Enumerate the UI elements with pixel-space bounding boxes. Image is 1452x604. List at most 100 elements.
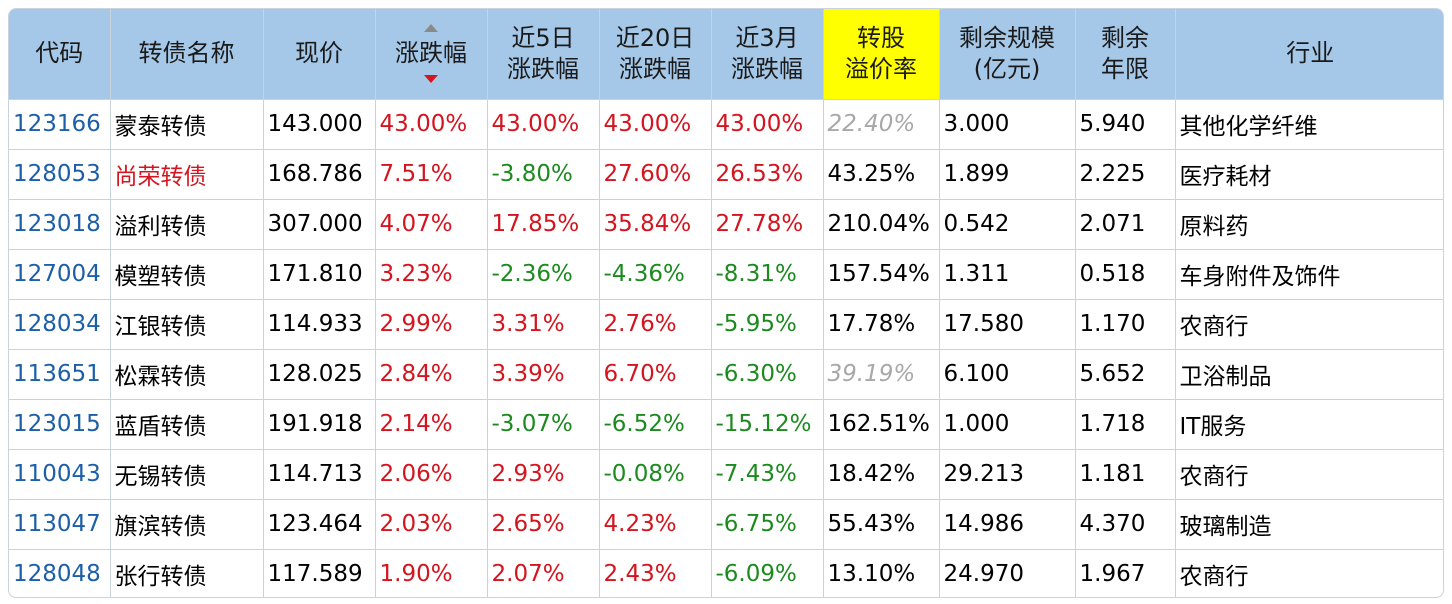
bond-name[interactable]: 蒙泰转债 bbox=[109, 98, 264, 150]
years-cell: 1.181 bbox=[1074, 448, 1176, 500]
header-remaining-scale[interactable]: 剩余规模 (亿元) bbox=[938, 9, 1076, 100]
change-cell: 43.00% bbox=[374, 98, 488, 150]
change-3m-cell: -8.31% bbox=[710, 248, 824, 300]
table-row: 128034 江银转债 114.933 2.99% 3.31% 2.76% -5… bbox=[9, 298, 1443, 350]
scale-cell: 0.542 bbox=[938, 198, 1076, 250]
years-cell: 2.071 bbox=[1074, 198, 1176, 250]
change-20d-cell: 6.70% bbox=[598, 348, 712, 400]
change-5d-cell: 17.85% bbox=[486, 198, 600, 250]
bond-name[interactable]: 模塑转债 bbox=[109, 248, 264, 300]
header-row: 代码 转债名称 现价 涨跌幅 近5日 涨跌幅 近20日 涨跌幅 近3月 涨跌幅 转股溢… bbox=[9, 9, 1443, 100]
bond-name[interactable]: 蓝盾转债 bbox=[109, 398, 264, 450]
price-cell: 114.713 bbox=[262, 448, 376, 500]
header-industry[interactable]: 行业 bbox=[1174, 9, 1443, 100]
bond-code-link[interactable]: 128053 bbox=[9, 148, 111, 200]
change-cell: 1.90% bbox=[374, 548, 488, 597]
bond-code-link[interactable]: 113047 bbox=[9, 498, 111, 550]
bond-name[interactable]: 张行转债 bbox=[109, 548, 264, 597]
change-20d-cell: -6.52% bbox=[598, 398, 712, 450]
sort-asc-icon[interactable] bbox=[424, 24, 438, 33]
industry-cell: IT服务 bbox=[1174, 398, 1443, 450]
change-3m-cell: 27.78% bbox=[710, 198, 824, 250]
convertible-bond-table: 代码 转债名称 现价 涨跌幅 近5日 涨跌幅 近20日 涨跌幅 近3月 涨跌幅 转股溢… bbox=[9, 9, 1443, 597]
change-20d-cell: 2.76% bbox=[598, 298, 712, 350]
change-3m-cell: -6.30% bbox=[710, 348, 824, 400]
header-20d-change[interactable]: 近20日 涨跌幅 bbox=[598, 9, 712, 100]
scale-cell: 1.899 bbox=[938, 148, 1076, 200]
bond-code-link[interactable]: 123015 bbox=[9, 398, 111, 450]
years-cell: 0.518 bbox=[1074, 248, 1176, 300]
price-cell: 114.933 bbox=[262, 298, 376, 350]
change-20d-cell: 27.60% bbox=[598, 148, 712, 200]
change-5d-cell: 3.39% bbox=[486, 348, 600, 400]
bond-code-link[interactable]: 110043 bbox=[9, 448, 111, 500]
change-5d-cell: 2.93% bbox=[486, 448, 600, 500]
header-code[interactable]: 代码 bbox=[9, 9, 111, 100]
table-row: 110043 无锡转债 114.713 2.06% 2.93% -0.08% -… bbox=[9, 448, 1443, 500]
bond-name[interactable]: 尚荣转债 bbox=[109, 148, 264, 200]
change-5d-cell: 43.00% bbox=[486, 98, 600, 150]
bond-name[interactable]: 溢利转债 bbox=[109, 198, 264, 250]
price-cell: 117.589 bbox=[262, 548, 376, 597]
premium-cell: 17.78% bbox=[822, 298, 940, 350]
header-name[interactable]: 转债名称 bbox=[109, 9, 264, 100]
bond-name[interactable]: 江银转债 bbox=[109, 298, 264, 350]
change-cell: 2.14% bbox=[374, 398, 488, 450]
bond-table-container: 代码 转债名称 现价 涨跌幅 近5日 涨跌幅 近20日 涨跌幅 近3月 涨跌幅 转股溢… bbox=[8, 8, 1444, 598]
change-5d-cell: -3.07% bbox=[486, 398, 600, 450]
scale-cell: 1.311 bbox=[938, 248, 1076, 300]
bond-name[interactable]: 无锡转债 bbox=[109, 448, 264, 500]
price-cell: 168.786 bbox=[262, 148, 376, 200]
header-remaining-years[interactable]: 剩余 年限 bbox=[1074, 9, 1176, 100]
table-row: 113651 松霖转债 128.025 2.84% 3.39% 6.70% -6… bbox=[9, 348, 1443, 400]
industry-cell: 车身附件及饰件 bbox=[1174, 248, 1443, 300]
industry-cell: 其他化学纤维 bbox=[1174, 98, 1443, 150]
change-5d-cell: 3.31% bbox=[486, 298, 600, 350]
table-row: 113047 旗滨转债 123.464 2.03% 2.65% 4.23% -6… bbox=[9, 498, 1443, 550]
years-cell: 5.652 bbox=[1074, 348, 1176, 400]
bond-name[interactable]: 松霖转债 bbox=[109, 348, 264, 400]
change-20d-cell: -0.08% bbox=[598, 448, 712, 500]
header-price[interactable]: 现价 bbox=[262, 9, 376, 100]
bond-code-link[interactable]: 123166 bbox=[9, 98, 111, 150]
scale-cell: 1.000 bbox=[938, 398, 1076, 450]
bond-code-link[interactable]: 127004 bbox=[9, 248, 111, 300]
scale-cell: 6.100 bbox=[938, 348, 1076, 400]
change-3m-cell: -5.95% bbox=[710, 298, 824, 350]
change-20d-cell: -4.36% bbox=[598, 248, 712, 300]
years-cell: 5.940 bbox=[1074, 98, 1176, 150]
change-cell: 3.23% bbox=[374, 248, 488, 300]
price-cell: 128.025 bbox=[262, 348, 376, 400]
change-cell: 2.06% bbox=[374, 448, 488, 500]
bond-code-link[interactable]: 123018 bbox=[9, 198, 111, 250]
years-cell: 1.718 bbox=[1074, 398, 1176, 450]
change-cell: 2.84% bbox=[374, 348, 488, 400]
scale-cell: 3.000 bbox=[938, 98, 1076, 150]
premium-cell: 162.51% bbox=[822, 398, 940, 450]
industry-cell: 医疗耗材 bbox=[1174, 148, 1443, 200]
change-5d-cell: -3.80% bbox=[486, 148, 600, 200]
premium-cell: 55.43% bbox=[822, 498, 940, 550]
header-conversion-premium[interactable]: 转股 溢价率 bbox=[822, 9, 940, 100]
premium-cell: 22.40% bbox=[822, 98, 940, 150]
premium-cell: 157.54% bbox=[822, 248, 940, 300]
bond-code-link[interactable]: 128048 bbox=[9, 548, 111, 597]
header-5d-change[interactable]: 近5日 涨跌幅 bbox=[486, 9, 600, 100]
change-20d-cell: 43.00% bbox=[598, 98, 712, 150]
change-3m-cell: -6.75% bbox=[710, 498, 824, 550]
price-cell: 191.918 bbox=[262, 398, 376, 450]
change-cell: 2.99% bbox=[374, 298, 488, 350]
table-row: 128053 尚荣转债 168.786 7.51% -3.80% 27.60% … bbox=[9, 148, 1443, 200]
industry-cell: 玻璃制造 bbox=[1174, 498, 1443, 550]
price-cell: 171.810 bbox=[262, 248, 376, 300]
bond-code-link[interactable]: 113651 bbox=[9, 348, 111, 400]
header-3m-change[interactable]: 近3月 涨跌幅 bbox=[710, 9, 824, 100]
header-change[interactable]: 涨跌幅 bbox=[374, 9, 488, 100]
table-row: 123015 蓝盾转债 191.918 2.14% -3.07% -6.52% … bbox=[9, 398, 1443, 450]
bond-name[interactable]: 旗滨转债 bbox=[109, 498, 264, 550]
bond-code-link[interactable]: 128034 bbox=[9, 298, 111, 350]
change-3m-cell: 43.00% bbox=[710, 98, 824, 150]
scale-cell: 14.986 bbox=[938, 498, 1076, 550]
sort-desc-icon[interactable] bbox=[424, 75, 438, 84]
change-3m-cell: -15.12% bbox=[710, 398, 824, 450]
